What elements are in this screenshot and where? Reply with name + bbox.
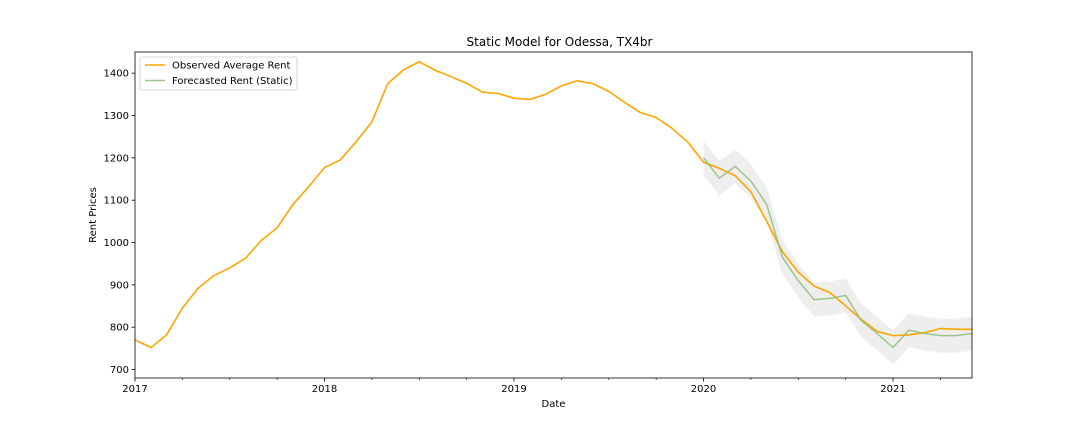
legend: Observed Average Rent Forecasted Rent (St… — [139, 56, 298, 91]
x-tick-label: 2017 — [122, 384, 147, 395]
legend-label-observed: Observed Average Rent — [172, 61, 291, 72]
chart-title: Static Model for Odessa, TX4br — [467, 35, 653, 49]
x-axis-label: Date — [542, 399, 566, 410]
axes: 2017 2018 2019 2020 2021 700 800 900 1000 1100 120… — [104, 51, 973, 395]
y-tick-label: 1100 — [104, 196, 129, 207]
plot-frame — [134, 51, 973, 379]
x-tick-label: 2019 — [501, 384, 526, 395]
y-tick-label: 1300 — [104, 111, 129, 122]
x-tick-label: 2020 — [691, 384, 716, 395]
series-line-observed — [135, 60, 972, 349]
confidence-band — [703, 140, 972, 365]
y-tick-label: 1200 — [104, 153, 129, 164]
y-axis-label: Rent Prices — [88, 187, 99, 243]
y-tick-label: 1000 — [104, 238, 129, 249]
plot-area — [135, 60, 972, 365]
y-tick-label: 800 — [110, 323, 129, 334]
legend-label-forecast: Forecasted Rent (Static) — [172, 76, 293, 87]
y-tick-label: 900 — [110, 280, 129, 291]
series-line-forecast — [702, 157, 972, 349]
y-tick-label: 700 — [110, 365, 129, 376]
y-tick-label: 1400 — [104, 69, 129, 80]
legend-box — [139, 56, 298, 91]
x-tick-label: 2018 — [312, 384, 337, 395]
x-tick-label: 2021 — [880, 384, 905, 395]
